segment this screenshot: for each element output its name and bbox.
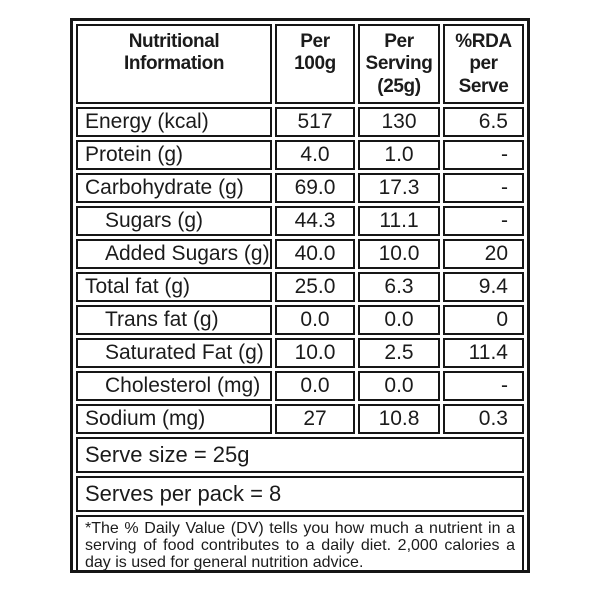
per-100g-value: 25.0	[275, 272, 355, 302]
table-row-trans-fat: Trans fat (g) 0.0 0.0 0	[76, 305, 524, 335]
nutrient-label: Carbohydrate (g)	[76, 173, 272, 203]
per-serving-value: 17.3	[358, 173, 440, 203]
serve-size-row: Serve size = 25g	[76, 437, 524, 473]
nutrition-table: Nutritional Information Per 100g Per Ser…	[73, 21, 527, 570]
table-row-energy: Energy (kcal) 517 130 6.5	[76, 107, 524, 137]
nutrient-label: Energy (kcal)	[76, 107, 272, 137]
nutrient-label: Trans fat (g)	[76, 305, 272, 335]
nutrient-label: Sodium (mg)	[76, 404, 272, 434]
table-row-sodium: Sodium (mg) 27 10.8 0.3	[76, 404, 524, 434]
header-per-100g: Per 100g	[275, 24, 355, 104]
serve-size-text: Serve size = 25g	[76, 437, 524, 473]
daily-value-footnote: *The % Daily Value (DV) tells you how mu…	[76, 515, 524, 570]
table-row-protein: Protein (g) 4.0 1.0 -	[76, 140, 524, 170]
nutrient-label: Protein (g)	[76, 140, 272, 170]
table-row-carbohydrate: Carbohydrate (g) 69.0 17.3 -	[76, 173, 524, 203]
nutrient-label: Cholesterol (mg)	[76, 371, 272, 401]
nutrient-label: Added Sugars (g)	[76, 239, 272, 269]
per-100g-value: 40.0	[275, 239, 355, 269]
rda-value: 0.3	[443, 404, 524, 434]
per-serving-value: 2.5	[358, 338, 440, 368]
serves-per-pack-text: Serves per pack = 8	[76, 476, 524, 512]
per-serving-value: 130	[358, 107, 440, 137]
per-100g-value: 0.0	[275, 371, 355, 401]
table-row-saturated-fat: Saturated Fat (g) 10.0 2.5 11.4	[76, 338, 524, 368]
header-row: Nutritional Information Per 100g Per Ser…	[76, 24, 524, 104]
rda-value: -	[443, 206, 524, 236]
rda-value: 11.4	[443, 338, 524, 368]
header-rda-per-serve: %RDA per Serve	[443, 24, 524, 104]
per-100g-value: 10.0	[275, 338, 355, 368]
nutrient-label: Total fat (g)	[76, 272, 272, 302]
table-row-total-fat: Total fat (g) 25.0 6.3 9.4	[76, 272, 524, 302]
per-serving-value: 10.0	[358, 239, 440, 269]
rda-value: -	[443, 140, 524, 170]
per-100g-value: 69.0	[275, 173, 355, 203]
per-serving-value: 0.0	[358, 371, 440, 401]
per-100g-value: 517	[275, 107, 355, 137]
per-100g-value: 44.3	[275, 206, 355, 236]
rda-value: 9.4	[443, 272, 524, 302]
table-row-sugars: Sugars (g) 44.3 11.1 -	[76, 206, 524, 236]
serves-per-pack-row: Serves per pack = 8	[76, 476, 524, 512]
nutrition-table-border: Nutritional Information Per 100g Per Ser…	[70, 18, 530, 573]
per-serving-value: 6.3	[358, 272, 440, 302]
rda-value: -	[443, 371, 524, 401]
nutrient-label: Saturated Fat (g)	[76, 338, 272, 368]
per-100g-value: 0.0	[275, 305, 355, 335]
rda-value: 0	[443, 305, 524, 335]
header-nutritional-information: Nutritional Information	[76, 24, 272, 104]
footnote-row: *The % Daily Value (DV) tells you how mu…	[76, 515, 524, 570]
nutrient-label: Sugars (g)	[76, 206, 272, 236]
per-100g-value: 27	[275, 404, 355, 434]
per-serving-value: 1.0	[358, 140, 440, 170]
rda-value: -	[443, 173, 524, 203]
table-row-added-sugars: Added Sugars (g) 40.0 10.0 20	[76, 239, 524, 269]
per-100g-value: 4.0	[275, 140, 355, 170]
per-serving-value: 0.0	[358, 305, 440, 335]
rda-value: 20	[443, 239, 524, 269]
table-row-cholesterol: Cholesterol (mg) 0.0 0.0 -	[76, 371, 524, 401]
per-serving-value: 11.1	[358, 206, 440, 236]
rda-value: 6.5	[443, 107, 524, 137]
header-per-serving: Per Serving (25g)	[358, 24, 440, 104]
per-serving-value: 10.8	[358, 404, 440, 434]
